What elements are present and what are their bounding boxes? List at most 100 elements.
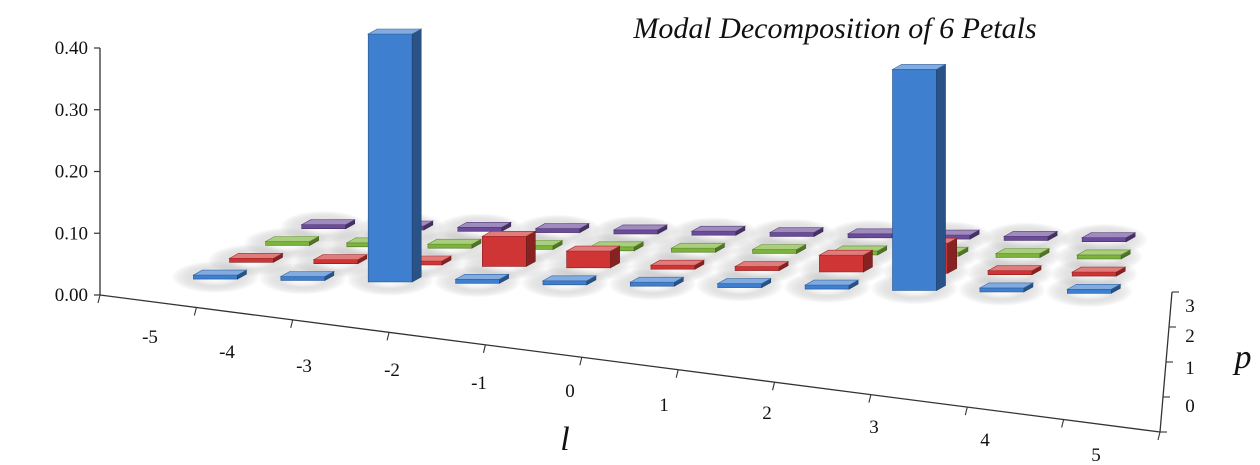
l-tick-label: 5 [1091, 445, 1101, 465]
bar-l4-p0 [978, 282, 1035, 293]
bar-l1-p2 [751, 243, 807, 255]
bar-l1-p1 [733, 261, 790, 272]
l-tick-label: 0 [565, 381, 575, 402]
l-tick-label: 4 [980, 430, 990, 451]
bar-front [1003, 236, 1049, 241]
bar-top [986, 265, 1043, 272]
bar-front [280, 276, 326, 281]
bar-front [804, 284, 850, 290]
bar-side [947, 237, 958, 274]
bar-front [717, 283, 763, 288]
bar-top [670, 242, 726, 249]
l-tick-label: 3 [869, 417, 879, 438]
x-axis-title: l [560, 421, 569, 458]
p-tick-labels: 0 1 2 3 [1185, 296, 1195, 417]
l-tick-mark [1061, 419, 1065, 428]
bar-front [995, 253, 1041, 258]
y-tick-label: 0.20 [55, 162, 88, 183]
bar-top [818, 249, 874, 256]
bar-l5-p1 [1071, 266, 1127, 277]
p-tick-label: 0 [1185, 396, 1195, 417]
l-tick-label: -3 [296, 356, 312, 377]
bar-top [690, 225, 747, 232]
bar-top [751, 244, 807, 250]
bar-l-5-p3 [300, 219, 356, 230]
bar-l-4-p0 [279, 270, 335, 282]
bar-front [613, 229, 659, 235]
bar-l0-p0 [629, 276, 685, 287]
bar-top [228, 253, 284, 259]
bar-l5-p2 [1076, 249, 1132, 260]
bar-front [193, 274, 238, 280]
bar-l-2-p0 [454, 273, 510, 284]
bar-top [541, 275, 598, 282]
bar-top [1071, 266, 1127, 273]
bar-top [733, 261, 790, 267]
l-tick-label: 1 [659, 395, 669, 416]
bar-l4-p3 [1002, 230, 1059, 241]
l-tick-label: -5 [142, 327, 158, 348]
bar-front [734, 266, 780, 271]
bar-front [987, 270, 1033, 276]
bar-l5-p3 [1080, 232, 1137, 243]
p-tick-label: 1 [1185, 358, 1195, 379]
bar-top [1076, 249, 1132, 256]
y-tick-label: 0.10 [55, 223, 88, 244]
bar-top [629, 276, 685, 283]
bar-top [612, 224, 669, 231]
bar-front [1067, 288, 1112, 294]
bar-top [456, 222, 512, 228]
bar-front [313, 259, 359, 265]
bar-front [427, 243, 473, 249]
bar-top [1080, 232, 1137, 238]
y-tick-label: 0.30 [55, 100, 88, 121]
l-tick-mark [290, 319, 294, 329]
bar-top [367, 28, 423, 35]
l-tick-label: -4 [219, 342, 235, 363]
l-tick-mark [579, 357, 583, 366]
bar-l-2-p3 [534, 223, 590, 234]
bar-top [454, 273, 510, 280]
bar-l3-p0 [891, 63, 947, 292]
l-tick-mark [964, 406, 968, 416]
bar-top [279, 271, 335, 277]
bar-l-5-p2 [264, 235, 320, 247]
bar-l-3-p3 [456, 221, 512, 232]
y-tick-labels: 0.00 0.10 0.20 0.30 0.40 [55, 38, 88, 306]
bar-front [650, 264, 696, 270]
bar-side [936, 63, 946, 292]
l-tick-mark [868, 394, 872, 403]
bar-l5-p0 [1066, 283, 1122, 294]
bar-l-2-p1 [481, 230, 537, 267]
bar-front [542, 280, 588, 286]
bar-front [481, 236, 527, 267]
l-tick-label: 2 [762, 403, 772, 424]
l-tick-mark [97, 294, 101, 304]
bar-front [367, 33, 413, 283]
bar-front [229, 257, 274, 263]
l-tick-mark [193, 307, 197, 316]
bar-top [481, 231, 537, 237]
bar-l0-p1 [649, 259, 706, 270]
bar-top [994, 248, 1051, 254]
bar-top [891, 64, 947, 70]
bar-l2-p0 [803, 279, 860, 290]
bar-front [1081, 237, 1127, 242]
bar-front [892, 69, 937, 291]
bar-l-5-p0 [192, 269, 248, 280]
bar-l-1-p0 [541, 275, 598, 286]
l-tick-mark [772, 382, 776, 391]
bar-front [752, 249, 797, 254]
bar-side [411, 28, 422, 283]
bar-side [525, 230, 536, 267]
bar-front [671, 247, 716, 253]
bar-l1-p0 [716, 278, 772, 289]
bar-top [565, 245, 621, 252]
bar-top [803, 279, 860, 286]
bar-l-3-p0 [367, 28, 423, 283]
bar-top [649, 259, 706, 266]
bar-top [534, 223, 590, 229]
bar-l2-p1 [818, 249, 874, 273]
l-tick-mark [675, 369, 679, 378]
